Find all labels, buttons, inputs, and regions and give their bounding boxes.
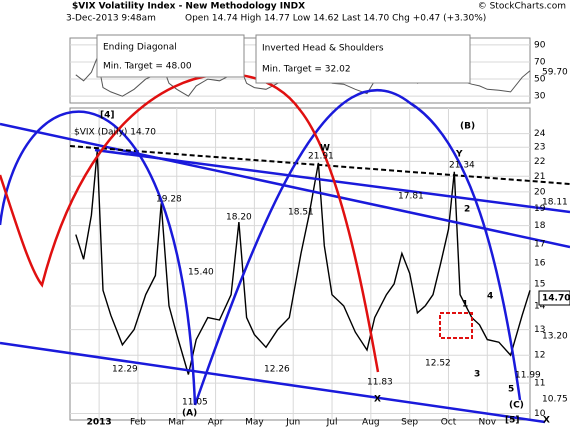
y-tick-label: 17	[534, 239, 545, 249]
price-label: 12.29	[112, 365, 138, 375]
wave-label: (A)	[182, 409, 197, 419]
x-tick-label: Mar	[168, 418, 185, 428]
wave-overlay	[0, 72, 570, 424]
wave-label: 4	[487, 292, 493, 302]
quote: Open 14.74 High 14.77 Low 14.62 Last 14.…	[185, 14, 486, 24]
wave-label: X	[543, 416, 550, 426]
x-tick-label: Feb	[130, 418, 146, 428]
price-label: 21.91	[308, 152, 334, 162]
y-tick-label: 13	[534, 325, 545, 335]
x-tick-label: Jul	[326, 418, 338, 428]
y-tick-label: 14	[534, 301, 546, 311]
right-label: 13.20	[542, 332, 568, 342]
y-tick-label: 21	[534, 172, 545, 182]
trendline	[0, 341, 546, 424]
y-tick-label: 22	[534, 157, 545, 167]
x-tick-label: Nov	[479, 418, 497, 428]
box-text: Ending Diagonal	[103, 43, 177, 53]
price-line	[75, 151, 531, 375]
price-label: 12.52	[425, 359, 451, 369]
x-tick-label: Apr	[208, 418, 224, 428]
wave-label: 1	[462, 300, 468, 310]
dashed-line	[69, 145, 570, 185]
y-tick-label: 20	[534, 187, 546, 197]
trendline	[94, 148, 570, 214]
y-tick-label: 10	[534, 409, 546, 419]
wave-label: W	[320, 144, 330, 154]
price-label: 21.34	[449, 161, 475, 171]
chart-title: $VIX Volatility Index - New Methodology …	[72, 2, 305, 12]
arc	[0, 110, 197, 406]
y-tick-label: 24	[534, 129, 546, 139]
arc	[193, 88, 522, 406]
y-tick-label: 23	[534, 143, 545, 153]
y2-tick-label: 90	[534, 40, 546, 50]
x-tick-label: Sep	[401, 418, 418, 428]
credit: © StockCharts.com	[478, 2, 566, 12]
price-label: 11.05	[182, 398, 208, 408]
right-label: 14.70	[542, 294, 570, 304]
right-label: 18.11	[542, 198, 568, 208]
right-label: 10.75	[542, 395, 568, 405]
wave-label: (B)	[460, 122, 475, 132]
wave-label: 5	[508, 385, 514, 395]
wave-label: Y	[455, 150, 463, 160]
x-tick-label: Aug	[362, 418, 380, 428]
wave-label: (C)	[509, 401, 524, 411]
box-text: Min. Target = 48.00	[103, 62, 192, 72]
right-label: 59.70	[542, 68, 568, 78]
price-label: 17.81	[398, 192, 424, 202]
x-tick-label: Oct	[441, 418, 457, 428]
price-label: 11.83	[367, 378, 393, 388]
text-box	[96, 34, 245, 78]
price-label: 11.99	[515, 371, 541, 381]
x-tick-label: Jun	[285, 418, 300, 428]
x-tick-label: 2013	[87, 418, 112, 428]
trendline	[0, 122, 570, 249]
price-label: 18.51	[288, 208, 314, 218]
y-tick-label: 12	[534, 351, 545, 361]
x-tick-label: May	[245, 418, 264, 428]
price-label: 12.26	[264, 365, 290, 375]
y2-tick-label: 50	[534, 75, 546, 85]
y2-tick-label: 30	[534, 92, 546, 102]
box-text: Min. Target = 32.02	[262, 65, 351, 75]
price-label: 15.40	[188, 268, 214, 278]
price-label: 18.20	[226, 213, 252, 223]
wave-label: [5]	[505, 416, 520, 426]
box-text: Inverted Head & Shoulders	[262, 44, 384, 54]
text-box	[255, 34, 471, 84]
price-label: 19.28	[156, 195, 182, 205]
last-price-box	[538, 290, 570, 306]
wave-label: [4]	[100, 111, 115, 121]
legend-entry: $VIX (Daily) 14.70	[74, 128, 156, 138]
y-tick-label: 18	[534, 221, 546, 231]
y2-tick-label: 70	[534, 57, 546, 67]
wave-label: X	[374, 395, 381, 405]
y-tick-label: 16	[534, 259, 546, 269]
subtitle: 3-Dec-2013 9:48am	[66, 14, 156, 24]
box	[439, 312, 473, 339]
y-tick-label: 19	[534, 204, 546, 214]
y-tick-label: 15	[534, 279, 545, 289]
wave-label: 2	[464, 205, 470, 215]
wave-label: 3	[474, 370, 480, 380]
y-tick-label: 11	[534, 379, 545, 389]
